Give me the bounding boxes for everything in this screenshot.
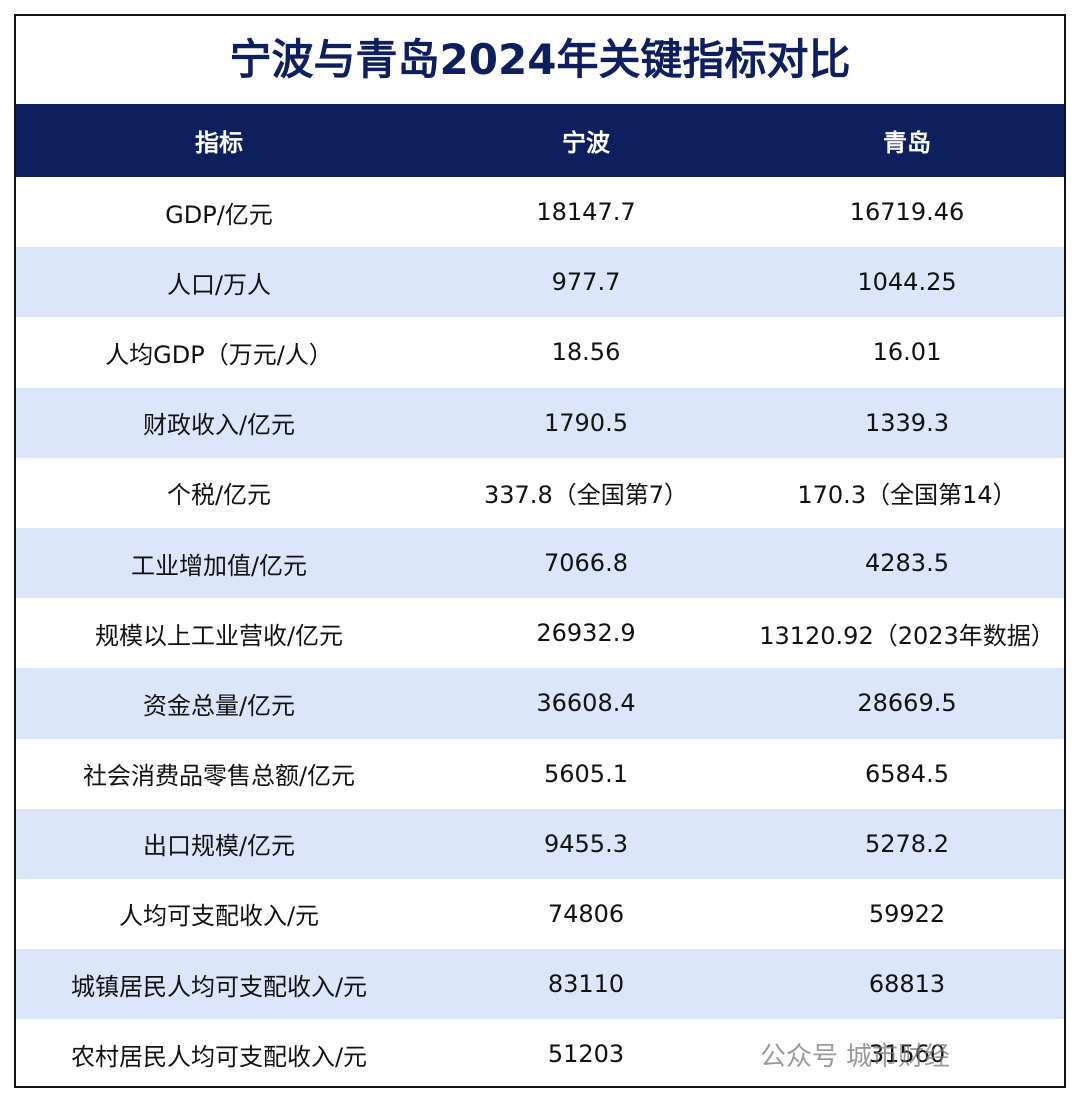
table-cell: 1790.5 (544, 408, 628, 437)
table-cell: 31560 (868, 1040, 946, 1069)
table-cell: 资金总量/亿元 (142, 691, 296, 720)
table-row: 规模以上工业营收/亿元 26932.9 13120.92（2023年数据） (16, 598, 1064, 668)
table-row: 资金总量/亿元 36608.4 28669.5 (16, 668, 1064, 739)
table-cell: 51203 (547, 1040, 625, 1069)
table-cell: 18.56 (551, 338, 621, 367)
table-cell: 个税/亿元 (166, 481, 272, 510)
table-cell: 16719.46 (849, 198, 965, 227)
table-row: 城镇居民人均可支配收入/元 83110 68813 (16, 949, 1064, 1020)
table-cell: 农村居民人均可支配收入/元 (70, 1042, 368, 1071)
table-cell: 170.3（全国第14） (797, 481, 1017, 510)
table-frame: 宁波与青岛2024年关键指标对比 指标 宁波 青岛 GDP/亿元 18147.7 1671… (14, 14, 1066, 1088)
watermark-account: 城市财经 (846, 1042, 951, 1072)
table-cell: 59922 (868, 899, 946, 928)
table-cell: 人口/万人 (166, 270, 272, 299)
watermark-platform: 公众号 (760, 1042, 839, 1072)
table-cell: 5278.2 (865, 829, 949, 858)
table-cell: 18147.7 (536, 198, 636, 227)
table-cell: 工业增加值/亿元 (130, 551, 308, 580)
table-cell: 5605.1 (544, 759, 628, 788)
table-row: 人均GDP（万元/人） 18.56 16.01 (16, 317, 1064, 387)
table-cell: 36608.4 (536, 689, 636, 718)
table-cell: 1044.25 (857, 268, 957, 297)
table-cell: 28669.5 (857, 689, 957, 718)
table-cell: 出口规模/亿元 (142, 832, 296, 861)
table-cell: 977.7 (551, 268, 621, 297)
table-cell: 26932.9 (536, 619, 636, 648)
table-cell: 人均GDP（万元/人） (105, 340, 333, 369)
table-cell: 7066.8 (544, 549, 628, 578)
table-cell: 城镇居民人均可支配收入/元 (70, 972, 368, 1001)
table-cell: 社会消费品零售总额/亿元 (82, 762, 356, 791)
table-row: 农村居民人均可支配收入/元 51203 31560 (16, 1019, 1064, 1089)
table-cell: 6584.5 (865, 759, 949, 788)
table-cell: 9455.3 (544, 829, 628, 858)
table-row: 工业增加值/亿元 7066.8 4283.5 (16, 527, 1064, 599)
column-header: 指标 (195, 129, 243, 157)
table-cell: 财政收入/亿元 (142, 411, 296, 440)
column-header: 青岛 (883, 129, 931, 157)
table: 指标 宁波 青岛 GDP/亿元 18147.7 16719.46 人口/万人 977.7 104… (16, 104, 1064, 1089)
table-cell: 4283.5 (865, 549, 949, 578)
table-row: 人口/万人 977.7 1044.25 (16, 247, 1064, 318)
table-cell: 68813 (868, 970, 946, 999)
table-cell: 16.01 (872, 338, 942, 367)
table-cell: 74806 (547, 899, 625, 928)
table-cell: 人均可支配收入/元 (118, 902, 320, 931)
table-row: 财政收入/亿元 1790.5 1339.3 (16, 387, 1064, 458)
table-cell: 337.8（全国第7） (484, 481, 688, 510)
table-row: 个税/亿元 337.8（全国第7） 170.3（全国第14） (16, 458, 1064, 528)
table-cell: 1339.3 (865, 408, 949, 437)
header-row: 指标 宁波 青岛 (16, 104, 1064, 177)
watermark: 公众号 城市财经 (752, 1036, 950, 1073)
table-cell: 83110 (547, 970, 625, 999)
title: 宁波与青岛2024年关键指标对比 (229, 35, 851, 84)
table-row: 出口规模/亿元 9455.3 5278.2 (16, 808, 1064, 879)
column-header: 宁波 (562, 129, 610, 157)
table-row: 人均可支配收入/元 74806 59922 (16, 879, 1064, 949)
table-cell: 13120.92（2023年数据） (759, 621, 1055, 650)
table-cell: GDP/亿元 (165, 200, 273, 229)
table-row: 社会消费品零售总额/亿元 5605.1 6584.5 (16, 739, 1064, 809)
table-row: GDP/亿元 18147.7 16719.46 (16, 177, 1064, 247)
table-cell: 规模以上工业营收/亿元 (94, 621, 344, 650)
